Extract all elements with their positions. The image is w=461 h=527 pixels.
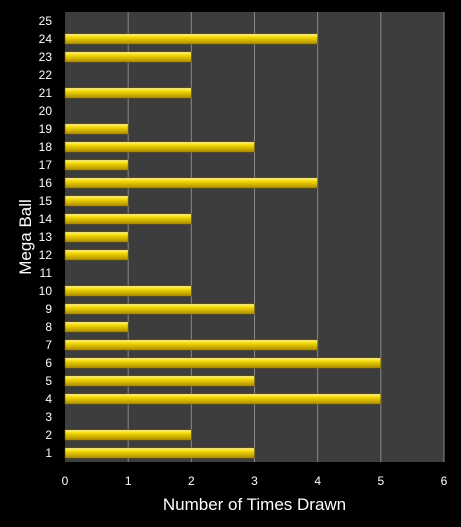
y-tick-label-3: 3 <box>45 410 52 424</box>
y-tick-label-25: 25 <box>39 14 53 28</box>
x-tick-label-4: 4 <box>314 474 321 488</box>
x-tick-label-5: 5 <box>377 474 384 488</box>
bar-18 <box>64 141 255 153</box>
bar-14 <box>64 213 192 225</box>
y-tick-label-18: 18 <box>39 140 53 154</box>
x-tick-label-6: 6 <box>441 474 448 488</box>
bar-2 <box>64 429 192 441</box>
bar-7 <box>64 339 318 351</box>
bar-1 <box>64 447 255 459</box>
y-tick-label-19: 19 <box>39 122 53 136</box>
x-tick-labels: 0 1 2 3 4 5 6 <box>62 474 448 488</box>
y-tick-label-20: 20 <box>39 104 53 118</box>
y-tick-label-6: 6 <box>45 356 52 370</box>
bar-19 <box>64 123 129 135</box>
y-tick-label-11: 11 <box>40 266 53 280</box>
y-tick-label-10: 10 <box>39 284 53 298</box>
bar-5 <box>64 375 255 387</box>
bars <box>64 33 382 459</box>
x-axis-title: Number of Times Drawn <box>163 495 346 514</box>
x-tick-label-3: 3 <box>251 474 258 488</box>
bar-6 <box>64 357 382 369</box>
bar-9 <box>64 303 255 315</box>
y-tick-label-4: 4 <box>45 392 52 406</box>
y-tick-label-2: 2 <box>45 428 52 442</box>
x-tick-label-0: 0 <box>62 474 69 488</box>
y-tick-label-22: 22 <box>39 68 53 82</box>
bar-13 <box>64 231 129 243</box>
bar-4 <box>64 393 382 405</box>
y-tick-label-9: 9 <box>45 302 52 316</box>
bar-8 <box>64 321 129 333</box>
y-tick-label-5: 5 <box>45 374 52 388</box>
y-tick-label-13: 13 <box>39 230 53 244</box>
bar-21 <box>64 87 192 99</box>
bar-10 <box>64 285 192 297</box>
bar-17 <box>64 159 129 171</box>
y-tick-label-12: 12 <box>39 248 53 262</box>
y-tick-label-16: 16 <box>39 176 53 190</box>
y-tick-label-7: 7 <box>45 338 52 352</box>
bar-15 <box>64 195 129 207</box>
y-tick-label-17: 17 <box>39 158 53 172</box>
bar-12 <box>64 249 129 261</box>
y-tick-label-23: 23 <box>39 50 53 64</box>
y-tick-label-8: 8 <box>45 320 52 334</box>
y-tick-label-21: 21 <box>39 86 53 100</box>
y-tick-label-24: 24 <box>39 32 53 46</box>
y-tick-label-14: 14 <box>39 212 53 226</box>
y-tick-label-1: 1 <box>45 446 52 460</box>
bar-16 <box>64 177 318 189</box>
x-tick-label-1: 1 <box>125 474 132 488</box>
bar-23 <box>64 51 192 63</box>
y-tick-label-15: 15 <box>39 194 53 208</box>
bar-24 <box>64 33 318 45</box>
y-tick-labels: 1234567891011121314151617181920212223242… <box>39 14 53 460</box>
x-tick-label-2: 2 <box>188 474 195 488</box>
y-axis-title: Mega Ball <box>16 199 35 275</box>
